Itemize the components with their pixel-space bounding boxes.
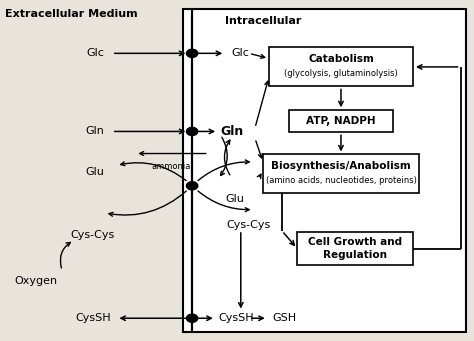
Text: Cell Growth and: Cell Growth and (308, 237, 402, 248)
Text: Glu: Glu (86, 167, 105, 177)
Text: Oxygen: Oxygen (15, 276, 58, 286)
FancyBboxPatch shape (182, 9, 466, 332)
Text: Regulation: Regulation (323, 250, 387, 260)
FancyBboxPatch shape (263, 154, 419, 193)
Text: ammonia: ammonia (151, 162, 191, 171)
Text: (amino acids, nucleotides, proteins): (amino acids, nucleotides, proteins) (265, 176, 417, 184)
Circle shape (186, 182, 198, 190)
FancyBboxPatch shape (269, 47, 413, 87)
Text: Extracellular Medium: Extracellular Medium (5, 9, 138, 19)
Text: CysSH: CysSH (218, 313, 254, 323)
Text: Glc: Glc (86, 48, 104, 58)
Text: GSH: GSH (273, 313, 297, 323)
Text: Catabolism: Catabolism (308, 55, 374, 64)
Text: Glu: Glu (225, 194, 244, 204)
Text: Intracellular: Intracellular (225, 16, 301, 26)
Text: CysSH: CysSH (75, 313, 110, 323)
Text: Biosynthesis/Anabolism: Biosynthesis/Anabolism (271, 161, 411, 172)
Text: Gln: Gln (220, 125, 244, 138)
Circle shape (186, 49, 198, 57)
Text: Glc: Glc (231, 48, 249, 58)
FancyBboxPatch shape (289, 110, 393, 132)
Circle shape (186, 128, 198, 135)
Text: ATP, NADPH: ATP, NADPH (306, 116, 376, 126)
Circle shape (186, 314, 198, 322)
Text: Cys-Cys: Cys-Cys (227, 220, 271, 230)
Text: Cys-Cys: Cys-Cys (71, 230, 115, 240)
Text: (glycolysis, glutaminolysis): (glycolysis, glutaminolysis) (284, 69, 398, 77)
FancyBboxPatch shape (297, 233, 413, 265)
Text: Gln: Gln (86, 127, 105, 136)
